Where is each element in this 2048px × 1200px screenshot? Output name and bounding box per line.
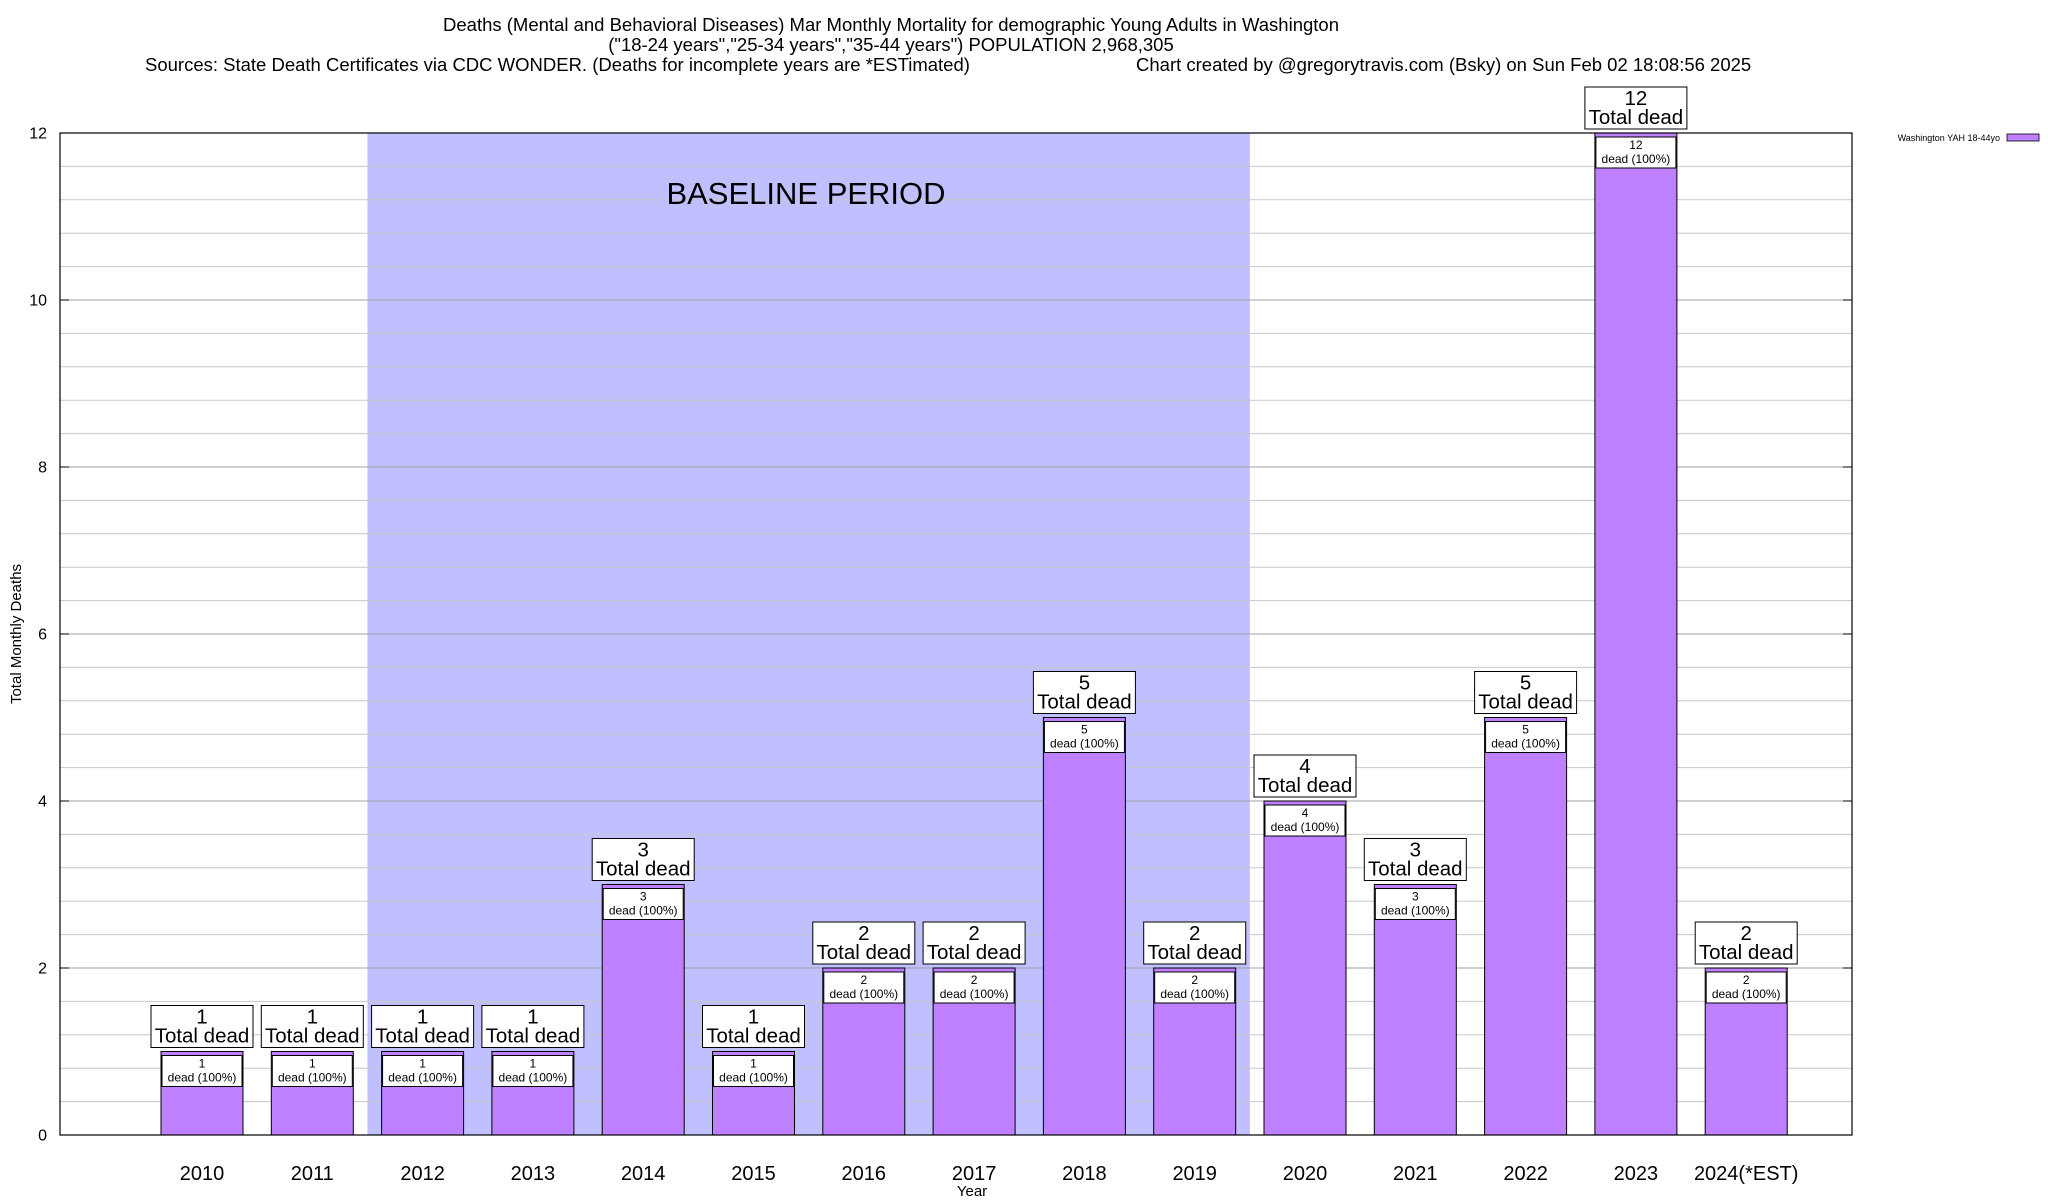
x-tick-label: 2019	[1172, 1163, 1217, 1185]
x-tick-label: 2017	[952, 1163, 997, 1185]
total-label-text: Total dead	[706, 1025, 801, 1048]
total-label-text: Total dead	[265, 1025, 360, 1048]
inner-label-value: 5	[1081, 723, 1088, 737]
x-tick-label: 2012	[400, 1163, 445, 1185]
inner-label-value: 1	[530, 1057, 537, 1071]
inner-label-text: dead (100%)	[1381, 904, 1450, 918]
total-label-text: Total dead	[1037, 691, 1132, 714]
bar	[1595, 133, 1677, 1135]
legend: Washington YAH 18-44yo	[1898, 133, 2039, 143]
chart-title-line2: ("18-24 years","25-34 years","35-44 year…	[608, 34, 1174, 55]
y-tick-label: 0	[38, 1128, 47, 1145]
inner-label-value: 12	[1629, 138, 1643, 152]
inner-label-text: dead (100%)	[168, 1071, 237, 1085]
total-label-text: Total dead	[1699, 941, 1794, 964]
inner-label-text: dead (100%)	[829, 987, 898, 1001]
inner-label-text: dead (100%)	[1602, 152, 1671, 166]
total-label-text: Total dead	[816, 941, 911, 964]
legend-swatch	[2007, 134, 2039, 141]
baseline-period-label: BASELINE PERIOD	[666, 176, 945, 211]
total-label-text: Total dead	[1478, 691, 1573, 714]
chart-sources: Sources: State Death Certificates via CD…	[145, 54, 970, 75]
total-label-text: Total dead	[1368, 858, 1463, 881]
x-tick-label: 2011	[291, 1163, 334, 1185]
y-axis-title: Total Monthly Deaths	[8, 564, 25, 704]
inner-label-text: dead (100%)	[278, 1071, 347, 1085]
y-tick-label: 8	[38, 460, 47, 477]
bar-group: 3dead (100%)3Total dead	[1364, 839, 1466, 1136]
total-label-text: Total dead	[155, 1025, 250, 1048]
bar	[602, 885, 684, 1136]
total-label-text: Total dead	[596, 858, 691, 881]
chart-title-line1: Deaths (Mental and Behavioral Diseases) …	[443, 14, 1339, 35]
x-tick-label: 2024(*EST)	[1694, 1163, 1799, 1185]
bar-group: 2dead (100%)2Total dead	[813, 922, 915, 1135]
inner-label-value: 1	[419, 1057, 426, 1071]
inner-label-value: 1	[750, 1057, 757, 1071]
total-label-text: Total dead	[1147, 941, 1242, 964]
bar	[1043, 718, 1125, 1136]
inner-label-text: dead (100%)	[1050, 737, 1119, 751]
inner-label-value: 2	[1191, 973, 1198, 987]
total-label-text: Total dead	[927, 941, 1022, 964]
y-tick-label: 12	[29, 126, 47, 143]
legend-label: Washington YAH 18-44yo	[1898, 133, 2000, 143]
total-label-text: Total dead	[1589, 106, 1684, 129]
inner-label-value: 5	[1522, 723, 1529, 737]
inner-label-value: 3	[640, 890, 647, 904]
x-tick-label: 2015	[731, 1163, 776, 1185]
inner-label-value: 2	[971, 973, 978, 987]
inner-label-value: 1	[309, 1057, 316, 1071]
total-label-text: Total dead	[486, 1025, 581, 1048]
chart-credit: Chart created by @gregorytravis.com (Bsk…	[1136, 54, 1751, 75]
y-tick-label: 6	[38, 627, 47, 644]
x-tick-label: 2014	[621, 1163, 666, 1185]
y-tick-label: 2	[38, 961, 47, 978]
chart: Deaths (Mental and Behavioral Diseases) …	[0, 0, 2048, 1200]
inner-label-value: 1	[199, 1057, 206, 1071]
inner-label-text: dead (100%)	[499, 1071, 568, 1085]
y-tick-label: 4	[38, 794, 47, 811]
total-label-text: Total dead	[1258, 774, 1353, 797]
x-tick-label: 2018	[1062, 1163, 1107, 1185]
bar-group: 1dead (100%)1Total dead	[482, 1006, 584, 1136]
x-tick-label: 2013	[511, 1163, 556, 1185]
inner-label-value: 4	[1302, 806, 1309, 820]
x-tick-label: 2016	[842, 1163, 887, 1185]
inner-label-value: 2	[860, 973, 867, 987]
inner-label-text: dead (100%)	[388, 1071, 457, 1085]
inner-label-text: dead (100%)	[719, 1071, 788, 1085]
total-label-text: Total dead	[375, 1025, 470, 1048]
inner-label-text: dead (100%)	[609, 904, 678, 918]
x-axis-title: Year	[957, 1183, 987, 1200]
x-tick-label: 2023	[1614, 1163, 1659, 1185]
x-tick-label: 2021	[1393, 1163, 1438, 1185]
inner-label-value: 2	[1743, 973, 1750, 987]
bar	[1264, 801, 1346, 1135]
inner-label-value: 3	[1412, 890, 1419, 904]
inner-label-text: dead (100%)	[1491, 737, 1560, 751]
x-tick-label: 2010	[180, 1163, 225, 1185]
inner-label-text: dead (100%)	[1271, 820, 1340, 834]
y-tick-label: 10	[29, 293, 47, 310]
x-tick-label: 2020	[1283, 1163, 1328, 1185]
inner-label-text: dead (100%)	[1160, 987, 1229, 1001]
bar	[1485, 718, 1567, 1136]
bar	[1374, 885, 1456, 1136]
inner-label-text: dead (100%)	[940, 987, 1009, 1001]
inner-label-text: dead (100%)	[1712, 987, 1781, 1001]
x-tick-label: 2022	[1503, 1163, 1548, 1185]
